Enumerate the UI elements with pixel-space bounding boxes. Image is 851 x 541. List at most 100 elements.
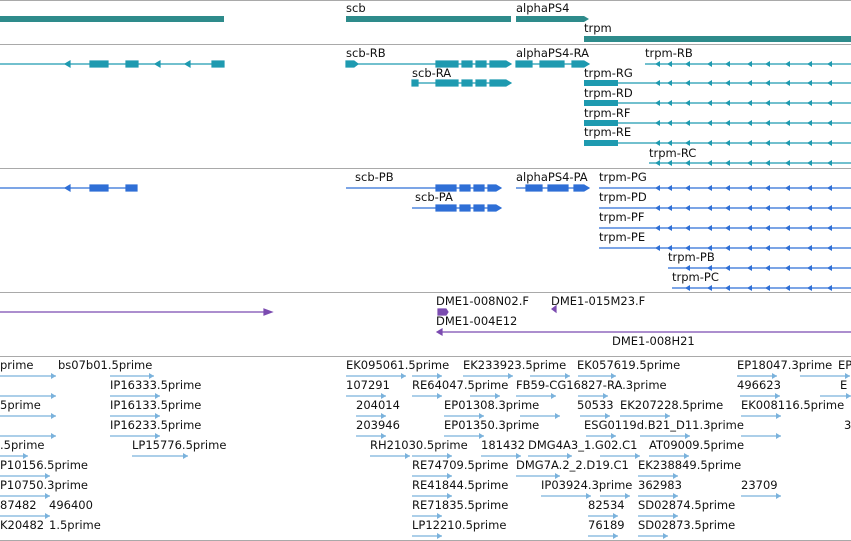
protein-glyph-1-exon[interactable] [685, 205, 690, 211]
protein-glyph-4-exon[interactable] [725, 265, 730, 271]
protein-glyph-0-exon[interactable] [765, 185, 770, 191]
est-label[interactable]: 76189 [588, 518, 625, 532]
est-glyph-arrow-11[interactable] [45, 473, 50, 479]
est-glyph-arrow-54[interactable] [613, 513, 618, 519]
transcript-label-trpm-RC[interactable]: trpm-RC [649, 146, 697, 160]
protein-label-trpm-PG[interactable]: trpm-PG [599, 170, 647, 184]
protein-glyph-2-exon[interactable] [667, 225, 672, 231]
est-label[interactable]: IP16233.5prime [110, 418, 202, 432]
protein-glyph-3-exon[interactable] [655, 245, 660, 251]
protein-glyph-5-exon[interactable] [827, 285, 832, 291]
transcript-glyph-5-exon[interactable] [765, 160, 770, 166]
transcript-glyph-1-exon[interactable] [807, 80, 812, 86]
protein-glyph-2-exon[interactable] [685, 225, 690, 231]
est-label[interactable]: EP18047.3prime [737, 358, 833, 372]
protein-glyph-0-exon[interactable] [707, 185, 712, 191]
est-label[interactable]: 1.5prime [49, 518, 101, 532]
protein-glyph-1-exon[interactable] [785, 205, 790, 211]
transcript-glyph-1-exon[interactable] [827, 80, 832, 86]
est-glyph-arrow-13[interactable] [45, 513, 50, 519]
est-label[interactable]: LP12210.5prime [412, 518, 507, 532]
transcript-label-trpm-RF[interactable]: trpm-RF [584, 106, 631, 120]
transcript-glyph-3-exon[interactable] [827, 120, 832, 126]
est-glyph-arrow-53[interactable] [437, 513, 442, 519]
protein-glyph-3-exon[interactable] [685, 245, 690, 251]
est-glyph-arrow-51[interactable] [673, 493, 678, 499]
est-glyph-arrow-44[interactable] [684, 453, 689, 459]
protein-glyph-2-exon[interactable] [785, 225, 790, 231]
protein-glyph-1-exon[interactable] [707, 205, 712, 211]
est-glyph-arrow-24[interactable] [551, 393, 556, 399]
est-label[interactable]: 204014 [356, 398, 400, 412]
transcript-label-scb-RA[interactable]: scb-RA [412, 66, 452, 80]
est-label[interactable]: 181432 [481, 438, 525, 452]
protein-glyph-5-exon[interactable] [707, 285, 712, 291]
protein-glyph-5-exon[interactable] [725, 285, 730, 291]
est-label[interactable]: 5prime [0, 398, 41, 412]
est-label[interactable]: prime [0, 358, 34, 372]
est-label[interactable]: SD02874.5prime [638, 498, 736, 512]
est-label[interactable]: SD02873.5prime [638, 518, 736, 532]
protein-label-trpm-PF[interactable]: trpm-PF [599, 210, 645, 224]
protein-glyph-3-exon[interactable] [765, 245, 770, 251]
transcript-glyph-2-exon[interactable] [807, 100, 812, 106]
protein-glyph-5-exon[interactable] [747, 285, 752, 291]
protein-label-trpm-PD[interactable]: trpm-PD [599, 190, 647, 204]
gene-label-alphaPS4[interactable]: alphaPS4 [516, 1, 570, 15]
protein-glyph-1-exon[interactable] [747, 205, 752, 211]
est-label[interactable]: RE71835.5prime [412, 498, 509, 512]
clone-label-4[interactable]: DME1-008H21 [612, 334, 695, 348]
est-glyph-arrow-27[interactable] [846, 393, 851, 399]
protein-glyph-0-exon[interactable] [807, 185, 812, 191]
transcript-glyph-0-exon[interactable] [725, 61, 730, 67]
protein-glyph-2-exon[interactable] [747, 225, 752, 231]
est-glyph-arrow-3[interactable] [51, 393, 56, 399]
transcript-glyph-1-exon[interactable] [685, 80, 690, 86]
transcript-glyph-2-exon[interactable] [667, 100, 672, 106]
transcript-glyph-2-exon[interactable] [827, 100, 832, 106]
est-label[interactable]: bs07b01.5prime [58, 358, 153, 372]
est-label[interactable]: RE41844.5prime [412, 478, 509, 492]
protein-glyph-5-exon[interactable] [807, 285, 812, 291]
est-label[interactable]: P10156.5prime [0, 458, 88, 472]
est-glyph-arrow-41[interactable] [516, 453, 521, 459]
transcript-glyph-3-exon[interactable] [655, 120, 660, 126]
protein-glyph-2-exon[interactable] [725, 225, 730, 231]
transcript-glyph-2-exon[interactable] [707, 100, 712, 106]
est-label[interactable]: 87482 [0, 498, 37, 512]
protein-glyph-1-exon[interactable] [725, 205, 730, 211]
est-label[interactable]: EK008116.5prime [741, 398, 845, 412]
protein-glyph-3-exon[interactable] [725, 245, 730, 251]
est-glyph-arrow-40[interactable] [447, 453, 452, 459]
est-glyph-arrow-16[interactable] [508, 373, 513, 379]
protein-glyph-0-exon[interactable] [655, 185, 660, 191]
est-label[interactable]: DMG4A3_1.G02.C1 [528, 438, 638, 452]
protein-glyph-3-exon[interactable] [667, 245, 672, 251]
est-glyph-arrow-15[interactable] [437, 373, 442, 379]
est-glyph-arrow-18[interactable] [611, 373, 616, 379]
est-label[interactable]: IP03924.3prime [541, 478, 633, 492]
protein-glyph-3-exon[interactable] [747, 245, 752, 251]
est-label[interactable]: 82534 [588, 498, 625, 512]
transcript-glyph-5-exon[interactable] [655, 160, 660, 166]
est-label[interactable]: IP16333.5prime [110, 378, 202, 392]
transcript-label-alphaPS4-RA[interactable]: alphaPS4-RA [516, 46, 589, 60]
est-glyph-arrow-49[interactable] [586, 493, 591, 499]
protein-glyph-2-exon[interactable] [655, 225, 660, 231]
est-glyph-arrow-39[interactable] [405, 453, 410, 459]
est-glyph-arrow-9[interactable] [23, 453, 28, 459]
transcript-label-trpm-RD[interactable]: trpm-RD [584, 86, 633, 100]
est-glyph-arrow-58[interactable] [663, 533, 668, 539]
est-glyph-arrow-7[interactable] [51, 433, 56, 439]
transcript-glyph-0-exon[interactable] [655, 61, 660, 67]
protein-label-scb-PB[interactable]: scb-PB [355, 170, 394, 184]
est-glyph-arrow-47[interactable] [673, 473, 678, 479]
protein-glyph-3-exon[interactable] [785, 245, 790, 251]
protein-glyph-4-exon[interactable] [747, 265, 752, 271]
est-label[interactable]: AT09009.5prime [649, 438, 745, 452]
est-glyph-arrow-38[interactable] [776, 433, 781, 439]
transcript-glyph-1-exon[interactable] [765, 80, 770, 86]
transcript-glyph-0-exon[interactable] [827, 61, 832, 67]
est-glyph-arrow-31[interactable] [605, 413, 610, 419]
protein-label-alphaPS4-PA[interactable]: alphaPS4-PA [516, 170, 588, 184]
